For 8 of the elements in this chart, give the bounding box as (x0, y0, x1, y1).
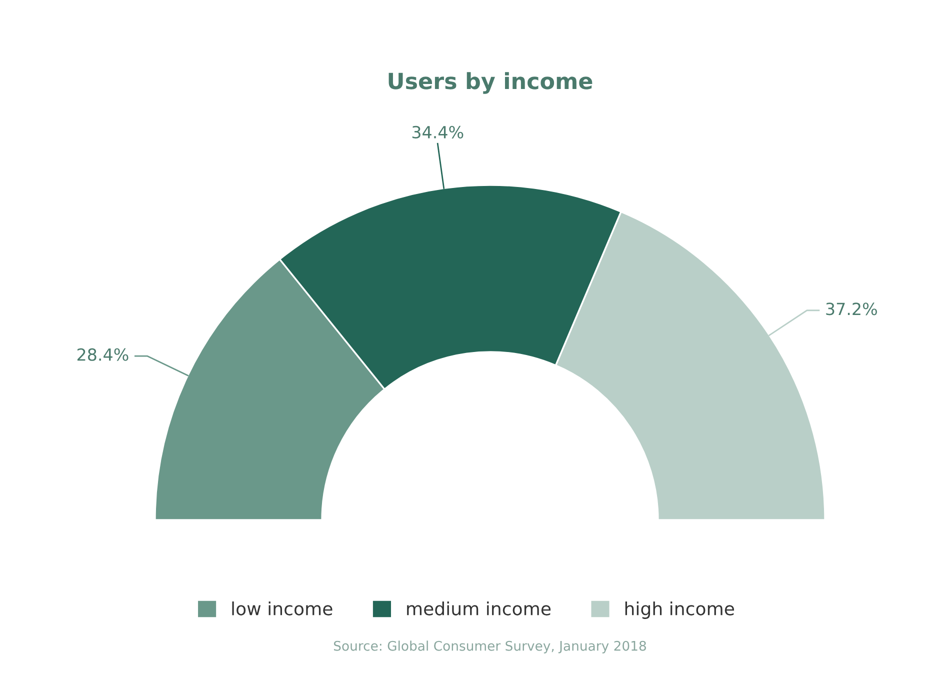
legend-label: low income (232, 601, 332, 616)
data-label: 34.4% (412, 126, 464, 138)
data-label: 37.2% (826, 302, 877, 316)
data-label: 28.4% (77, 348, 128, 361)
legend-label: high income (625, 601, 734, 619)
chart-title: Users by income (388, 72, 592, 94)
legend-label: medium income (407, 601, 551, 616)
source-note: Source: Global Consumer Survey, January 2018 (334, 640, 646, 654)
